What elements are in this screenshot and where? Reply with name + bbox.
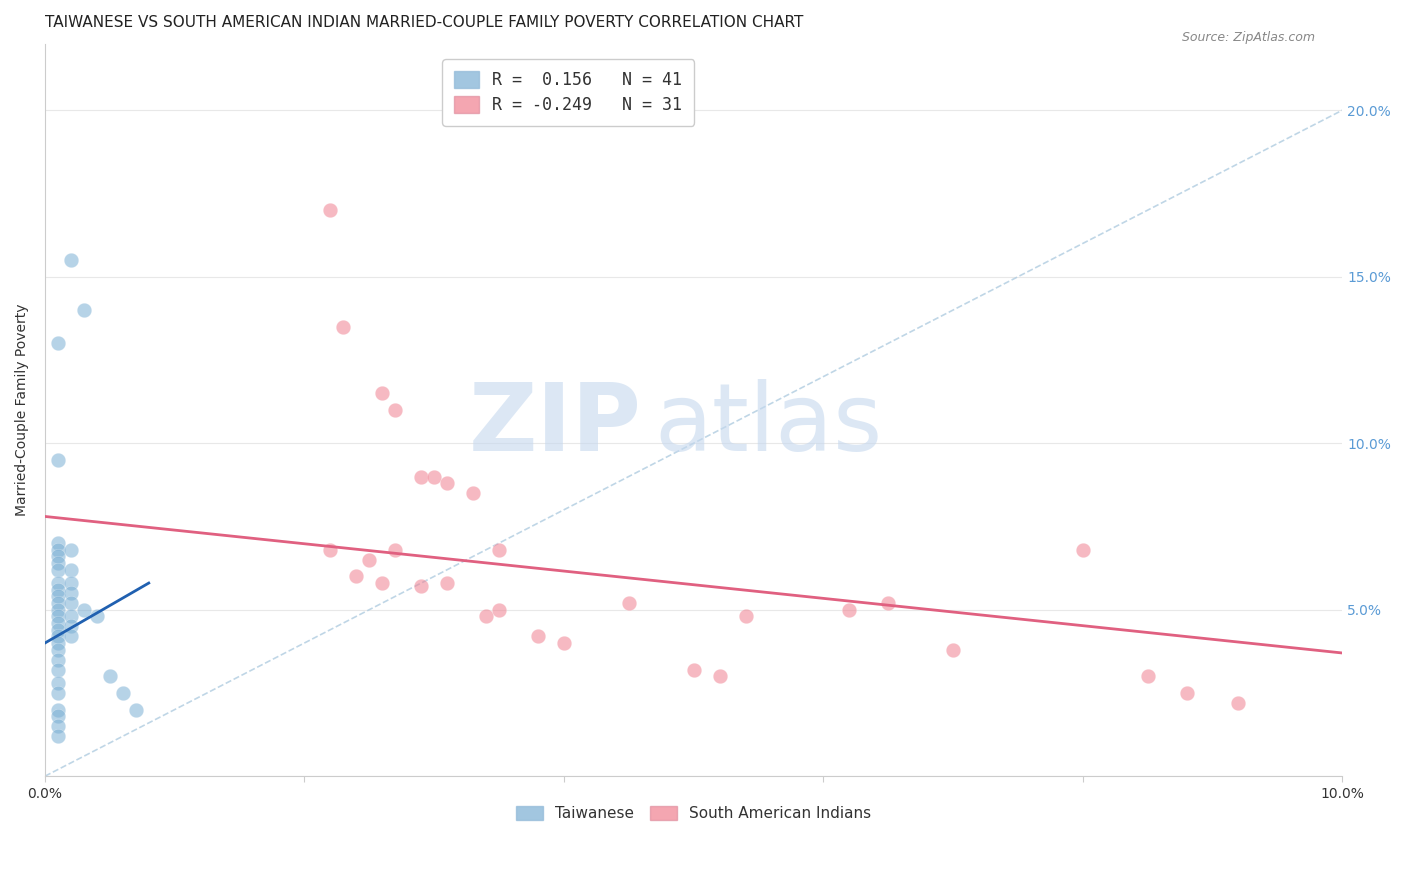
Point xyxy=(46,709,69,723)
Point xyxy=(59,542,82,557)
Point xyxy=(46,615,69,630)
Point xyxy=(682,663,704,677)
Point xyxy=(1136,669,1159,683)
Point xyxy=(1227,696,1250,710)
Point xyxy=(319,203,342,218)
Point xyxy=(332,319,354,334)
Point xyxy=(46,629,69,643)
Point xyxy=(46,623,69,637)
Point xyxy=(617,596,640,610)
Point xyxy=(46,590,69,604)
Point xyxy=(411,579,433,593)
Point xyxy=(59,576,82,591)
Point xyxy=(436,476,458,491)
Point xyxy=(527,629,550,643)
Point xyxy=(877,596,900,610)
Y-axis label: Married-Couple Family Poverty: Married-Couple Family Poverty xyxy=(15,303,30,516)
Point xyxy=(98,669,121,683)
Point xyxy=(46,582,69,597)
Point xyxy=(384,542,406,557)
Point xyxy=(46,642,69,657)
Text: atlas: atlas xyxy=(655,378,883,471)
Point xyxy=(111,686,134,700)
Text: TAIWANESE VS SOUTH AMERICAN INDIAN MARRIED-COUPLE FAMILY POVERTY CORRELATION CHA: TAIWANESE VS SOUTH AMERICAN INDIAN MARRI… xyxy=(45,15,803,30)
Point xyxy=(359,553,381,567)
Text: ZIP: ZIP xyxy=(468,378,641,471)
Point xyxy=(46,719,69,733)
Point xyxy=(59,609,82,624)
Point xyxy=(46,603,69,617)
Point xyxy=(709,669,731,683)
Point xyxy=(46,729,69,743)
Point xyxy=(488,603,510,617)
Point xyxy=(46,609,69,624)
Point xyxy=(344,569,367,583)
Point xyxy=(46,702,69,716)
Point xyxy=(46,576,69,591)
Legend: Taiwanese, South American Indians: Taiwanese, South American Indians xyxy=(509,800,877,827)
Point xyxy=(46,336,69,351)
Point xyxy=(46,686,69,700)
Point xyxy=(59,253,82,268)
Point xyxy=(46,636,69,650)
Point xyxy=(371,386,394,401)
Point xyxy=(411,469,433,483)
Point xyxy=(46,596,69,610)
Point xyxy=(125,702,148,716)
Point xyxy=(46,542,69,557)
Point xyxy=(46,549,69,564)
Point xyxy=(553,636,575,650)
Point xyxy=(59,586,82,600)
Point xyxy=(319,542,342,557)
Point xyxy=(1175,686,1198,700)
Point xyxy=(436,576,458,591)
Point xyxy=(46,536,69,550)
Point xyxy=(46,556,69,570)
Point xyxy=(46,563,69,577)
Point xyxy=(59,629,82,643)
Point xyxy=(461,486,484,500)
Point xyxy=(942,642,965,657)
Point xyxy=(1071,542,1094,557)
Point xyxy=(384,403,406,417)
Point xyxy=(46,663,69,677)
Point xyxy=(46,453,69,467)
Point xyxy=(838,603,860,617)
Text: Source: ZipAtlas.com: Source: ZipAtlas.com xyxy=(1181,31,1315,45)
Point xyxy=(59,619,82,633)
Point xyxy=(488,542,510,557)
Point xyxy=(475,609,498,624)
Point xyxy=(423,469,446,483)
Point xyxy=(73,303,96,318)
Point xyxy=(59,563,82,577)
Point xyxy=(59,596,82,610)
Point xyxy=(46,676,69,690)
Point xyxy=(46,653,69,667)
Point xyxy=(86,609,108,624)
Point xyxy=(73,603,96,617)
Point xyxy=(734,609,756,624)
Point xyxy=(371,576,394,591)
